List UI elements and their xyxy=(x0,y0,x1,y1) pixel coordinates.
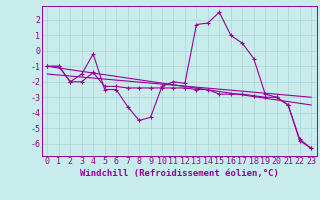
X-axis label: Windchill (Refroidissement éolien,°C): Windchill (Refroidissement éolien,°C) xyxy=(80,169,279,178)
